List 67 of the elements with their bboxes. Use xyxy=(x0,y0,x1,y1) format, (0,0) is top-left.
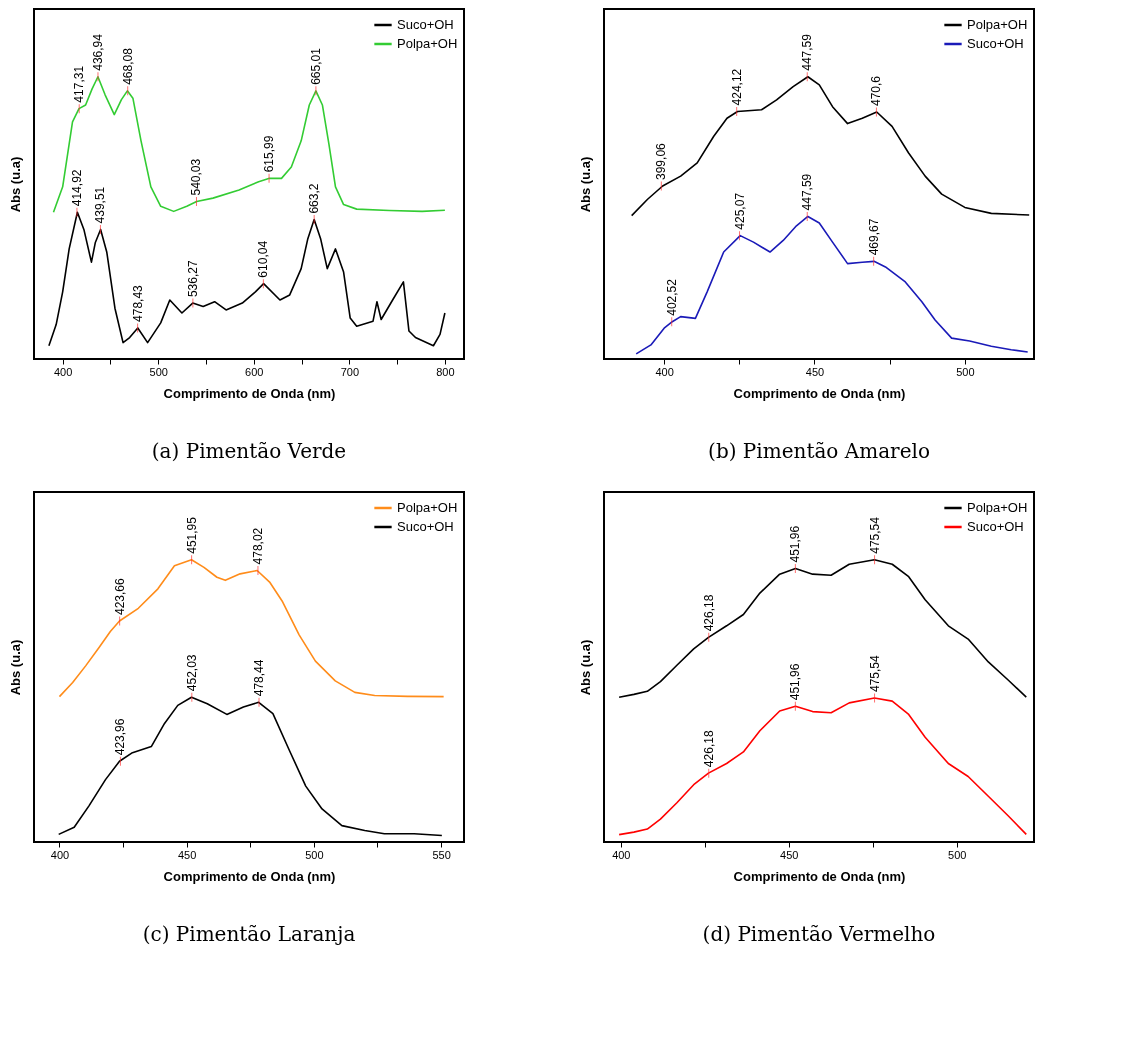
y-axis-title: Abs (u.a) xyxy=(577,156,593,213)
x-axis-title: Comprimento de Onda (nm) xyxy=(733,868,906,884)
annotation: 452,03 xyxy=(184,654,199,692)
annotation: 475,54 xyxy=(867,655,882,693)
x-tick-label: 700 xyxy=(340,365,360,378)
annotation: 451,96 xyxy=(788,525,803,563)
legend-label: Suco+OH xyxy=(967,36,1024,51)
legend-label: Polpa+OH xyxy=(967,500,1028,515)
annotation: 399,06 xyxy=(654,142,669,180)
annotation: 451,96 xyxy=(788,663,803,701)
annotation: 478,43 xyxy=(130,284,145,322)
y-axis-title: Abs (u.a) xyxy=(577,639,593,696)
annotation: 426,18 xyxy=(701,594,716,632)
annotation: 414,92 xyxy=(69,169,84,207)
annotation: 470,6 xyxy=(869,75,884,107)
legend-label: Polpa+OH xyxy=(397,36,458,51)
annotation: 402,52 xyxy=(664,278,679,316)
annotation: 536,27 xyxy=(185,260,200,298)
x-tick-label: 500 xyxy=(149,365,168,378)
legend-label: Suco+OH xyxy=(397,17,454,32)
annotation: 447,59 xyxy=(800,33,815,71)
annotation: 436,94 xyxy=(90,33,105,71)
annotation: 451,95 xyxy=(184,516,199,554)
annotation: 540,03 xyxy=(189,158,204,196)
x-tick-label: 550 xyxy=(432,848,451,861)
y-axis-title: Abs (u.a) xyxy=(7,639,23,696)
x-tick-label: 400 xyxy=(612,848,631,861)
text: (c) Pimentão Laranja xyxy=(142,922,356,946)
x-tick-label: 600 xyxy=(245,365,264,378)
annotation: 417,31 xyxy=(72,65,87,103)
y-axis-title: Abs (u.a) xyxy=(7,156,23,213)
annotation: 447,59 xyxy=(800,173,815,211)
text: (b) Pimentão Amarelo xyxy=(708,439,930,463)
legend-label: Suco+OH xyxy=(397,519,454,534)
x-tick-label: 500 xyxy=(305,848,324,861)
x-axis-title: Comprimento de Onda (nm) xyxy=(163,385,336,401)
x-tick-label: 800 xyxy=(436,365,455,378)
annotation: 663,2 xyxy=(307,183,322,214)
x-tick-label: 450 xyxy=(780,848,799,861)
x-tick-label: 400 xyxy=(53,365,73,378)
annotation: 423,66 xyxy=(112,577,127,615)
annotation: 478,02 xyxy=(250,527,265,565)
x-tick-label: 400 xyxy=(50,848,70,861)
text: (d) Pimentão Vermelho xyxy=(702,922,936,946)
annotation: 610,04 xyxy=(256,240,271,278)
legend-label: Polpa+OH xyxy=(967,17,1028,32)
x-tick-label: 450 xyxy=(805,365,825,378)
annotation: 425,07 xyxy=(732,192,747,230)
annotation: 665,01 xyxy=(308,47,323,85)
annotation: 423,96 xyxy=(113,718,128,756)
x-axis-title: Comprimento de Onda (nm) xyxy=(163,868,336,884)
text: (a) Pimentão Verde xyxy=(151,439,347,463)
legend-label: Suco+OH xyxy=(967,519,1024,534)
x-tick-label: 500 xyxy=(956,365,975,378)
annotation: 478,44 xyxy=(252,659,267,697)
annotation: 468,08 xyxy=(120,47,135,85)
x-axis-title: Comprimento de Onda (nm) xyxy=(733,385,906,401)
x-tick-label: 500 xyxy=(948,848,967,861)
x-tick-label: 450 xyxy=(177,848,197,861)
legend-label: Polpa+OH xyxy=(397,500,458,515)
annotation: 615,99 xyxy=(262,135,277,173)
annotation: 424,12 xyxy=(729,68,744,106)
annotation: 475,54 xyxy=(867,516,882,554)
annotation: 439,51 xyxy=(93,186,108,224)
annotation: 469,67 xyxy=(866,218,881,256)
x-tick-label: 400 xyxy=(655,365,674,378)
annotation: 426,18 xyxy=(701,730,716,768)
